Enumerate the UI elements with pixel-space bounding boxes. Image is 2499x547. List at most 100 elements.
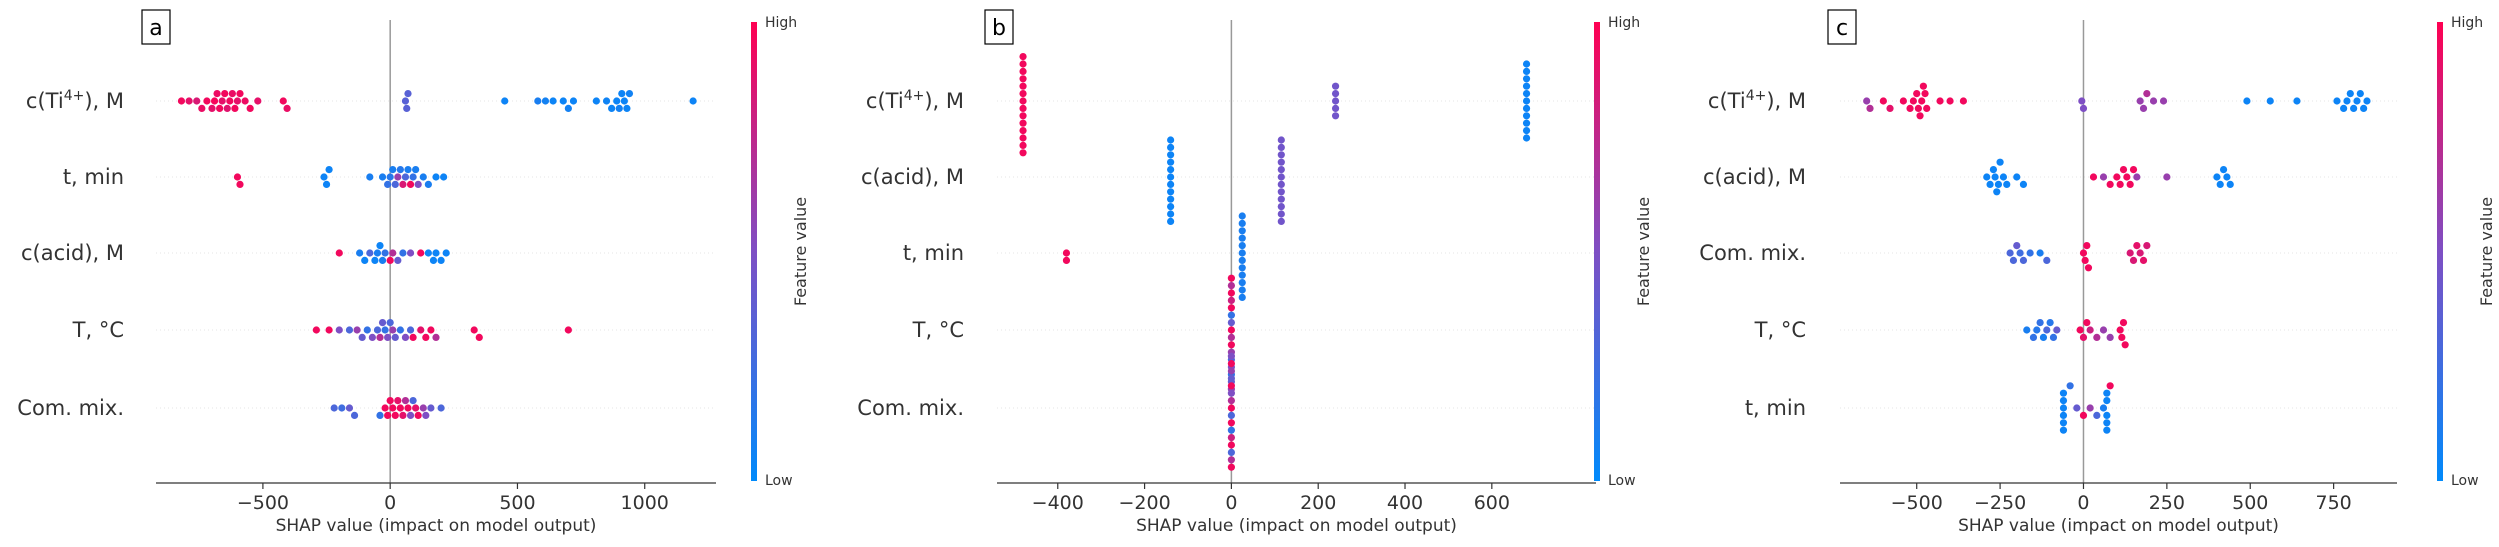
shap-point — [1331, 97, 1340, 105]
shap-point — [1019, 75, 1027, 83]
shap-point — [376, 411, 384, 419]
shap-point — [1227, 296, 1235, 304]
shap-point — [2099, 404, 2108, 412]
shap-point — [1277, 158, 1285, 166]
shap-point — [1994, 180, 2003, 188]
feature-label: t, min — [63, 165, 124, 189]
shap-point — [564, 104, 572, 112]
shap-point — [1019, 134, 1027, 142]
shap-point — [350, 411, 359, 419]
shap-point — [1227, 341, 1235, 349]
feature-label: t, min — [1745, 396, 1806, 420]
shap-point — [1991, 173, 1999, 181]
shap-point — [2043, 326, 2051, 334]
shap-point — [1227, 426, 1235, 434]
shap-point — [1522, 127, 1531, 135]
shap-point — [1996, 158, 2004, 166]
shap-point — [1983, 173, 1991, 181]
shap-point — [618, 90, 626, 98]
shap-point — [401, 97, 410, 105]
shap-point — [2139, 256, 2148, 264]
shap-point — [391, 333, 399, 341]
shap-point — [406, 180, 415, 188]
shap-point — [1277, 143, 1285, 151]
shap-point — [1019, 119, 1027, 127]
shap-point — [2223, 173, 2231, 181]
feature-label: c(Ti4+), M — [866, 88, 964, 113]
shap-point — [2119, 166, 2128, 174]
shap-point — [2029, 333, 2038, 341]
shap-point — [1277, 195, 1285, 203]
shap-point — [2106, 382, 2114, 390]
shap-point — [233, 97, 242, 105]
shap-point — [1167, 151, 1175, 159]
shap-point — [1227, 289, 1235, 297]
feature-label: Com. mix. — [857, 396, 964, 420]
shap-point — [1227, 419, 1235, 427]
shap-point — [412, 404, 420, 412]
shap-point — [2059, 411, 2068, 419]
shap-point — [2116, 180, 2124, 188]
shap-point — [386, 397, 394, 405]
shap-point — [2013, 242, 2021, 250]
shap-point — [414, 411, 422, 419]
shap-point — [432, 333, 440, 341]
shap-point — [320, 173, 328, 181]
shap-point — [401, 397, 410, 405]
shap-point — [1238, 256, 1246, 264]
x-tick-label: −400 — [1032, 492, 1084, 514]
shap-point — [2103, 419, 2111, 427]
shap-point — [1227, 411, 1235, 419]
shap-point — [1227, 304, 1235, 312]
shap-point — [1019, 60, 1027, 68]
shap-point — [1277, 151, 1285, 159]
shap-point — [437, 404, 445, 412]
shap-point — [1238, 242, 1246, 250]
shap-point — [2121, 341, 2129, 349]
shap-point — [2083, 242, 2091, 250]
shap-point — [2039, 333, 2048, 341]
shap-point — [2103, 389, 2111, 397]
shap-point — [406, 326, 415, 334]
shap-point — [1959, 97, 1968, 105]
x-axis-title: SHAP value (impact on model output) — [1136, 516, 1457, 536]
shap-point — [1167, 210, 1175, 218]
shap-point — [198, 104, 206, 112]
shap-point — [1227, 319, 1235, 327]
shap-point — [2106, 180, 2114, 188]
x-tick-label: −500 — [1891, 492, 1943, 514]
shap-point — [2093, 411, 2101, 419]
colorbar — [1594, 22, 1600, 481]
shap-point — [394, 256, 402, 264]
shap-point — [1227, 434, 1235, 442]
colorbar — [751, 22, 757, 481]
shap-point — [1227, 441, 1235, 449]
shap-point — [2133, 242, 2141, 250]
shap-point — [338, 404, 346, 412]
shap-point — [368, 333, 376, 341]
x-tick-label: 500 — [2232, 492, 2268, 514]
shap-point — [432, 249, 440, 257]
shap-point — [1863, 97, 1871, 105]
shap-point — [221, 90, 229, 98]
shap-point — [2106, 333, 2114, 341]
shap-point — [363, 326, 371, 334]
shap-point — [625, 90, 634, 98]
shap-point — [1331, 90, 1340, 98]
shap-point — [2059, 397, 2068, 405]
panel-label: b — [992, 16, 1006, 41]
shap-point — [1277, 136, 1285, 144]
shap-point — [218, 97, 226, 105]
shap-point — [2053, 326, 2061, 334]
shap-point — [1019, 112, 1027, 120]
shap-point — [2123, 173, 2131, 181]
shap-point — [1522, 134, 1531, 142]
shap-point — [2089, 173, 2098, 181]
feature-label: c(Ti4+), M — [26, 88, 124, 113]
shap-point — [2126, 180, 2134, 188]
panel-label: c — [1836, 16, 1848, 41]
shap-point — [1238, 219, 1246, 227]
shap-point — [322, 180, 331, 188]
shap-point — [559, 97, 567, 105]
shap-point — [2009, 256, 2018, 264]
